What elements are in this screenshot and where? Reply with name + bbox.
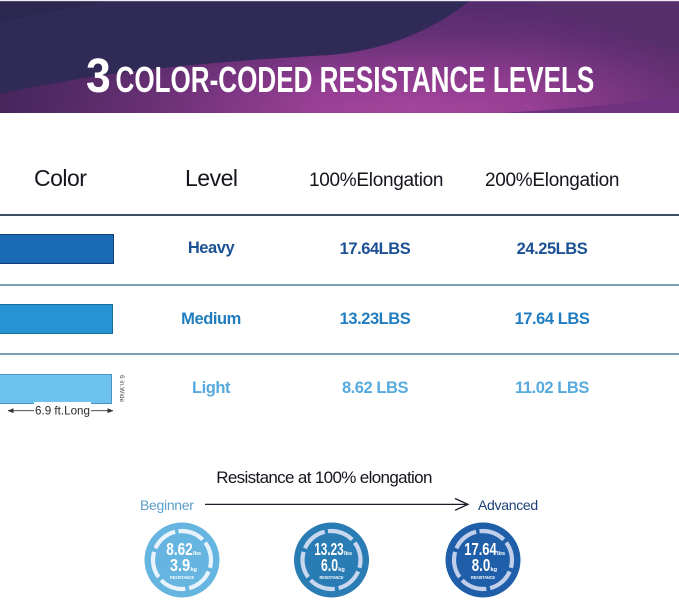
svg-text:kg: kg: [190, 567, 197, 573]
svg-text:kg: kg: [338, 567, 345, 573]
svg-text:6.9 ft.Long: 6.9 ft.Long: [35, 404, 90, 418]
svg-text:kg: kg: [491, 567, 498, 573]
svg-text:13.23: 13.23: [314, 539, 344, 559]
svg-text:8.0: 8.0: [472, 555, 491, 575]
svg-text:6.0: 6.0: [321, 555, 338, 575]
svg-text:RESISTANCE: RESISTANCE: [170, 575, 195, 581]
svg-text:lbs: lbs: [344, 551, 352, 557]
svg-text:8.62: 8.62: [166, 539, 193, 559]
svg-text:17.64: 17.64: [464, 539, 497, 559]
svg-text:RESISTANCE: RESISTANCE: [471, 575, 496, 581]
svg-text:3.9: 3.9: [170, 555, 191, 575]
svg-text:lbs: lbs: [497, 551, 505, 557]
svg-text:lbs: lbs: [193, 551, 201, 557]
svg-text:RESISTANCE: RESISTANCE: [320, 575, 345, 581]
